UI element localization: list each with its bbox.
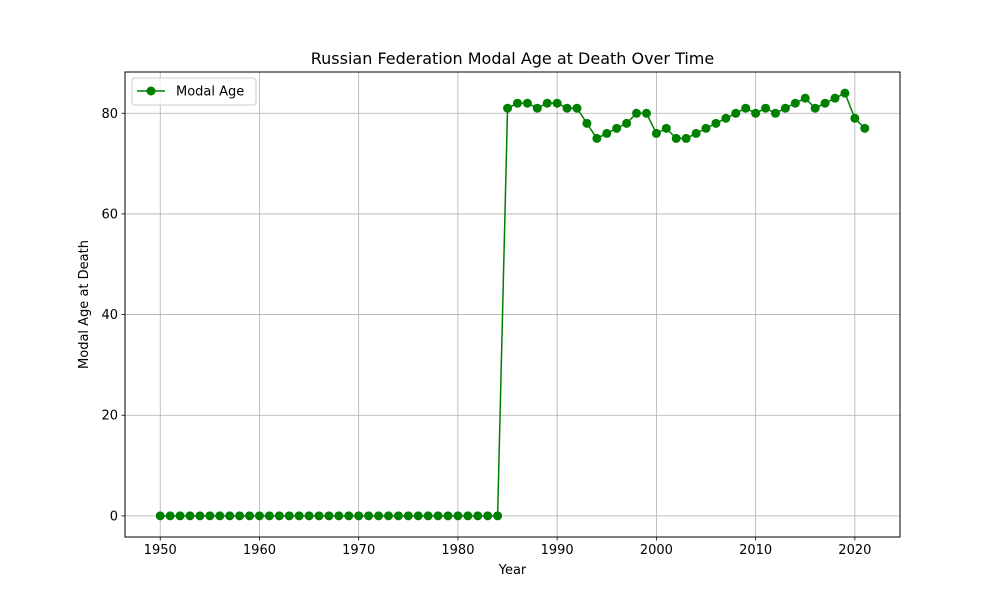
x-tick-label: 1990	[541, 543, 574, 558]
data-point	[433, 511, 443, 521]
data-point	[314, 511, 324, 521]
data-point	[661, 123, 671, 133]
data-point	[731, 108, 741, 118]
data-point	[701, 123, 711, 133]
data-point	[592, 133, 602, 143]
data-point	[383, 511, 393, 521]
data-point	[493, 511, 503, 521]
data-point	[443, 511, 453, 521]
legend-label: Modal Age	[176, 85, 244, 100]
data-point	[761, 103, 771, 113]
data-point	[254, 511, 264, 521]
data-point	[453, 511, 463, 521]
legend-marker-swatch	[146, 86, 156, 96]
data-point	[483, 511, 493, 521]
x-tick-label: 2010	[739, 543, 772, 558]
data-point	[284, 511, 294, 521]
data-point	[800, 93, 810, 103]
data-point	[205, 511, 215, 521]
data-point	[602, 128, 612, 138]
y-tick-label: 20	[101, 409, 118, 424]
data-point	[304, 511, 314, 521]
data-series	[155, 88, 870, 521]
data-point	[860, 123, 870, 133]
data-point	[155, 511, 165, 521]
axes: 1950 1960 1970 1980 1990 2000 2010 2020 0 20 40 60 8…	[101, 107, 871, 558]
legend: Modal Age	[131, 77, 257, 106]
data-point	[374, 511, 384, 521]
data-point	[562, 103, 572, 113]
data-point	[632, 108, 642, 118]
data-point	[582, 118, 592, 128]
data-point	[294, 511, 304, 521]
data-point	[413, 511, 423, 521]
data-point	[770, 108, 780, 118]
data-point	[185, 511, 195, 521]
data-point	[503, 103, 513, 113]
data-point	[552, 98, 562, 108]
data-point	[651, 128, 661, 138]
data-point	[850, 113, 860, 123]
data-point	[671, 133, 681, 143]
legend-box	[131, 77, 257, 106]
data-point	[612, 123, 622, 133]
data-point	[542, 98, 552, 108]
chart-title: Russian Federation Modal Age at Death Ov…	[311, 49, 714, 68]
data-point	[641, 108, 651, 118]
data-point	[195, 511, 205, 521]
data-point	[711, 118, 721, 128]
data-point	[393, 511, 403, 521]
y-tick-label: 80	[101, 107, 118, 122]
data-point	[364, 511, 374, 521]
y-tick-label: 40	[101, 308, 118, 323]
data-point	[691, 128, 701, 138]
data-point	[344, 511, 354, 521]
data-point	[215, 511, 225, 521]
x-tick-label: 2020	[838, 543, 871, 558]
plot-area-frame	[124, 71, 901, 538]
data-point	[463, 511, 473, 521]
data-point	[334, 511, 344, 521]
x-tick-label: 1950	[144, 543, 177, 558]
data-point	[403, 511, 413, 521]
data-point	[840, 88, 850, 98]
data-point	[810, 103, 820, 113]
data-point	[681, 133, 691, 143]
data-point	[165, 511, 175, 521]
data-point	[512, 98, 522, 108]
x-tick-label: 1970	[342, 543, 375, 558]
data-point	[354, 511, 364, 521]
data-point	[532, 103, 542, 113]
data-point	[225, 511, 235, 521]
data-point	[324, 511, 334, 521]
data-point	[264, 511, 274, 521]
x-tick-label: 2000	[640, 543, 673, 558]
data-point	[780, 103, 790, 113]
data-point	[274, 511, 284, 521]
data-point	[721, 113, 731, 123]
y-axis-label: Modal Age at Death	[77, 240, 92, 369]
data-point	[622, 118, 632, 128]
data-point	[473, 511, 483, 521]
data-point	[830, 93, 840, 103]
data-point	[423, 511, 433, 521]
data-point	[751, 108, 761, 118]
y-tick-label: 60	[101, 207, 118, 222]
x-axis-label: Year	[498, 563, 527, 578]
data-point	[522, 98, 532, 108]
data-point	[245, 511, 255, 521]
data-point	[572, 103, 582, 113]
data-point	[741, 103, 751, 113]
x-tick-label: 1960	[243, 543, 276, 558]
x-tick-label: 1980	[441, 543, 474, 558]
data-point	[790, 98, 800, 108]
y-tick-label: 0	[110, 509, 118, 524]
data-point	[175, 511, 185, 521]
data-point	[820, 98, 830, 108]
data-point	[235, 511, 245, 521]
